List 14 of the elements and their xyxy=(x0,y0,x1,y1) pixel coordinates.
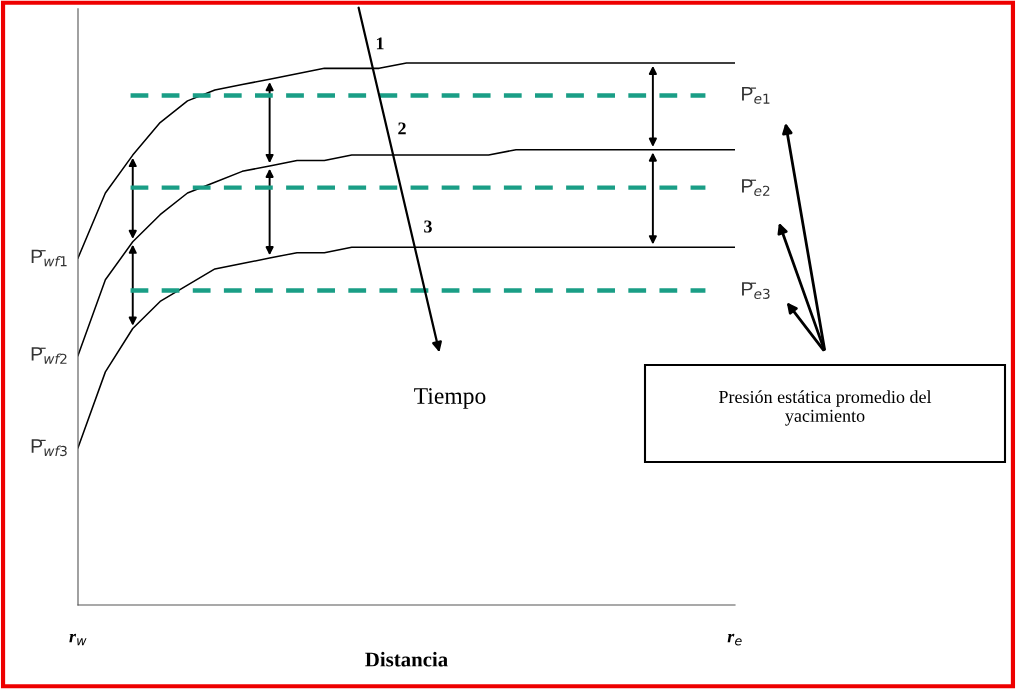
annotation: P̄$_{wf2}$ xyxy=(31,347,67,364)
x-tick-label: r$_{w}$ xyxy=(69,633,87,646)
ref-line-label: P̄$_{e1}$ xyxy=(742,87,770,104)
annotation: 2 xyxy=(398,122,406,135)
annotation: Tiempo xyxy=(414,388,486,409)
annotation: P̄$_{wf1}$ xyxy=(31,249,67,267)
annotation: P̄$_{wf3}$ xyxy=(31,439,67,457)
annotation: Presión estática promedio del yacimiento xyxy=(718,390,932,426)
annotation: 3 xyxy=(424,220,432,233)
ref-line-label: P̄$_{e3}$ xyxy=(742,282,770,299)
x-axis-title: Distancia xyxy=(365,651,448,667)
x-tick-label: r$_{e}$ xyxy=(727,633,742,646)
text: 1 xyxy=(376,37,384,50)
ref-line-label: P̄$_{e2}$ xyxy=(742,179,770,196)
